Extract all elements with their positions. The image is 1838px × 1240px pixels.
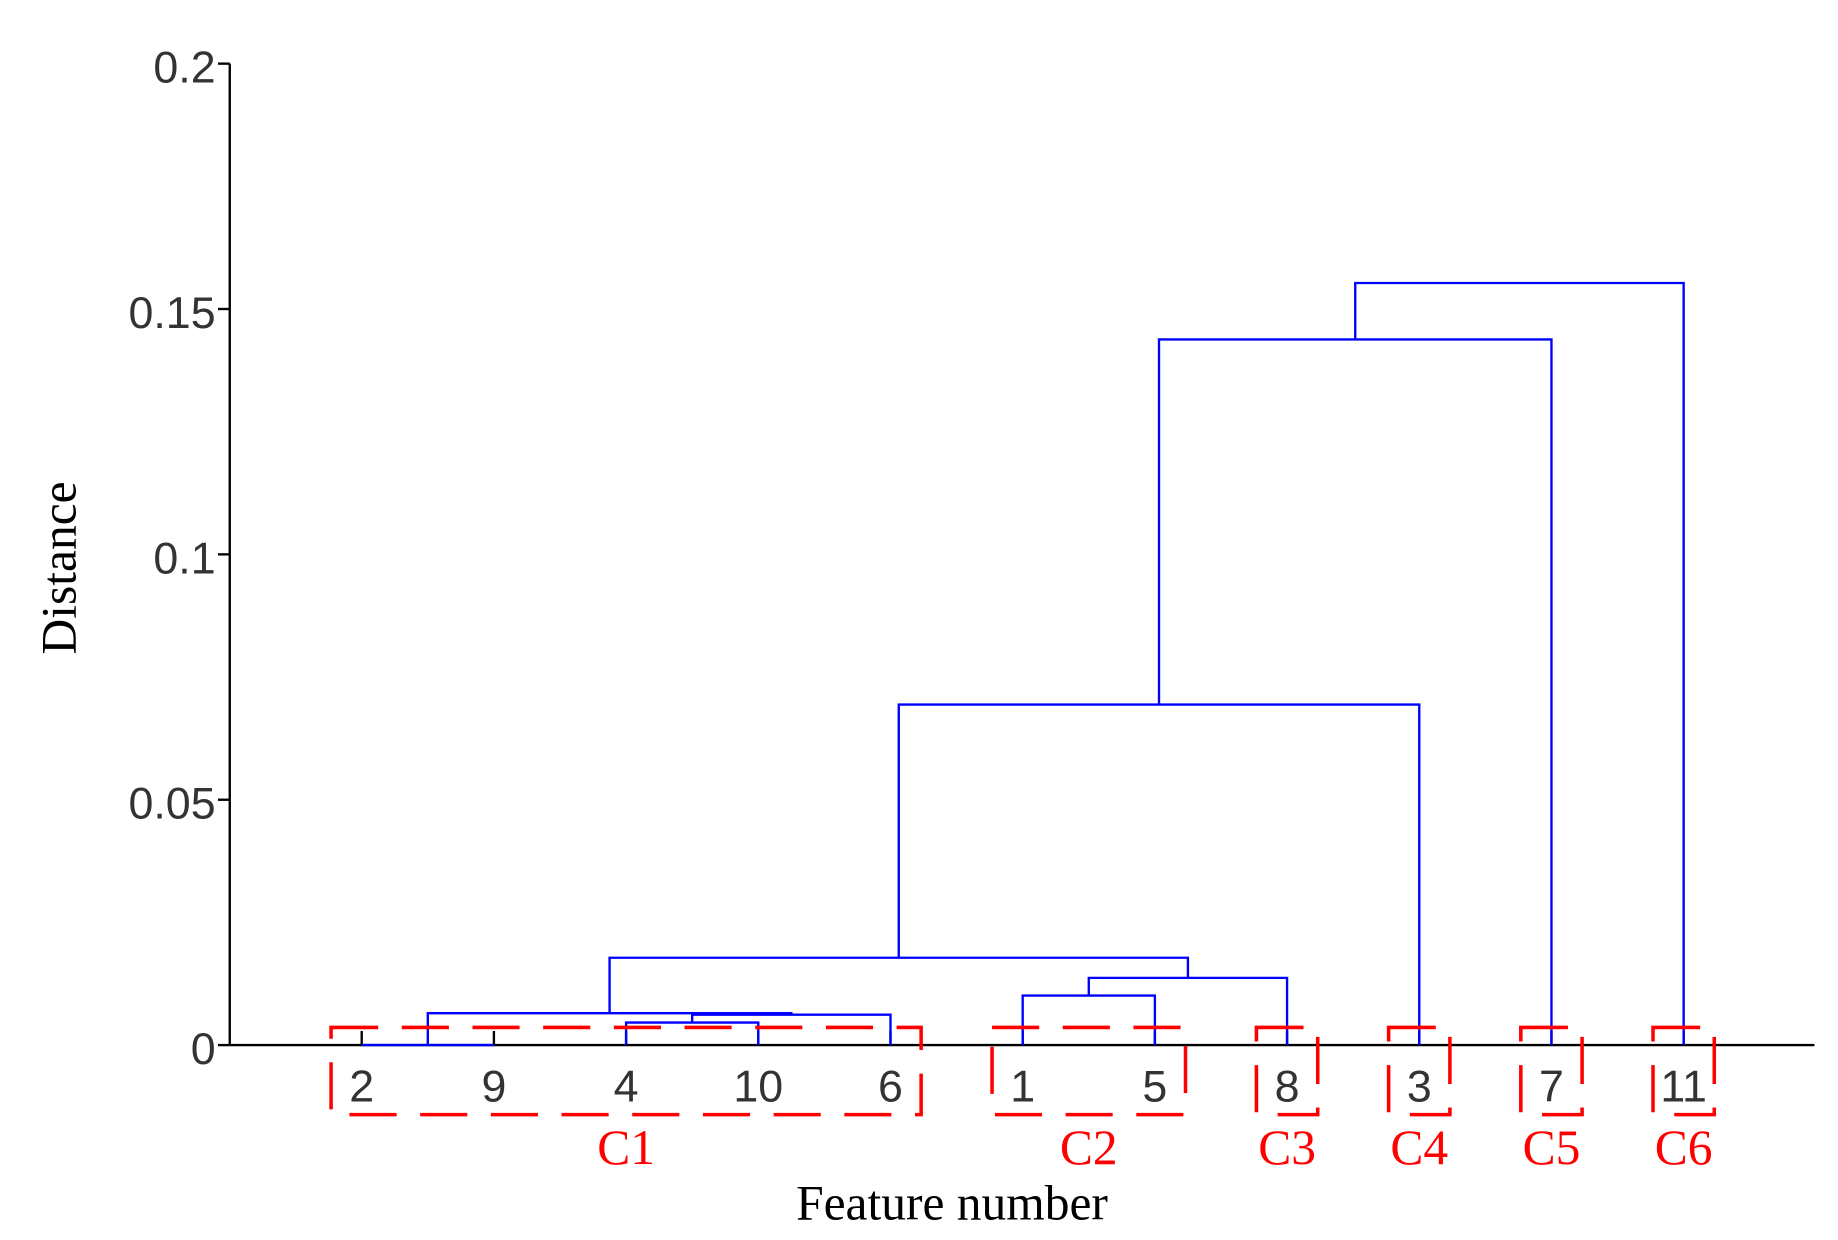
- cluster-box: [990, 1025, 1188, 1117]
- cluster-box: [1519, 1025, 1584, 1117]
- cluster-label: C3: [1258, 1120, 1316, 1175]
- cluster-box: [1254, 1025, 1320, 1117]
- y-tick-label: 0.05: [128, 779, 215, 829]
- link: [1021, 994, 1157, 1046]
- cluster-label: C4: [1390, 1120, 1448, 1175]
- cluster-label: C6: [1655, 1120, 1713, 1175]
- leaf-label: 9: [481, 1062, 506, 1112]
- leaf-label: 10: [733, 1062, 783, 1112]
- cluster-box: [1386, 1025, 1452, 1117]
- cluster-box: [329, 1025, 923, 1117]
- y-tick-label: 0.1: [153, 533, 215, 583]
- y-tick-label: 0: [191, 1024, 216, 1074]
- link: [1157, 338, 1553, 1046]
- y-tick-label: 0.2: [153, 43, 215, 93]
- leaf-label: 11: [1660, 1062, 1706, 1112]
- cluster-label: C1: [597, 1120, 655, 1175]
- x-axis-title: Feature number: [796, 1175, 1108, 1230]
- link: [691, 1013, 892, 1046]
- leaf-label: 5: [1142, 1062, 1167, 1112]
- leaf-label: 1: [1010, 1062, 1035, 1112]
- leaf-label: 6: [878, 1062, 903, 1112]
- leaf-label: 8: [1275, 1062, 1300, 1112]
- leaf-label: 2: [349, 1062, 374, 1112]
- link: [897, 703, 1421, 1046]
- y-tick-label: 0.15: [128, 288, 215, 338]
- link: [1087, 976, 1289, 1046]
- cluster-label: C5: [1523, 1120, 1581, 1175]
- leaf-label: 4: [614, 1062, 639, 1112]
- leaf-label: 3: [1407, 1062, 1432, 1112]
- cluster-box: [1651, 1025, 1717, 1117]
- cluster-label: C2: [1060, 1120, 1118, 1175]
- link: [608, 956, 1190, 1014]
- y-axis-title: Distance: [31, 481, 86, 654]
- link: [1354, 281, 1685, 1046]
- leaf-label: 7: [1539, 1062, 1564, 1112]
